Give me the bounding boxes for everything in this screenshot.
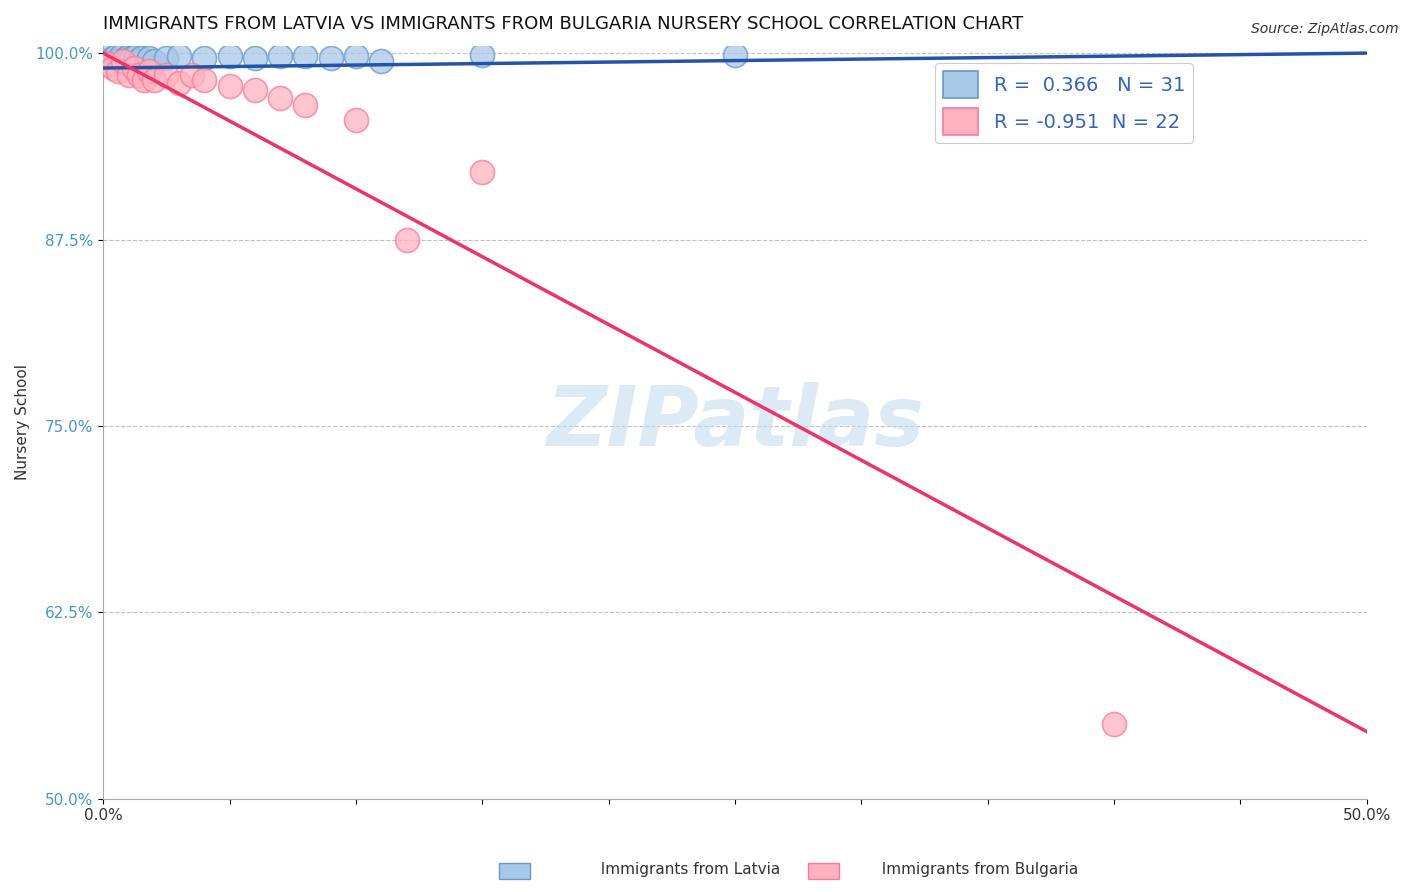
Point [269, 49, 291, 63]
Point [269, 91, 291, 105]
Point [115, 51, 138, 65]
Point [471, 47, 494, 62]
Point [471, 165, 494, 179]
Point [104, 54, 127, 68]
Point [142, 54, 165, 68]
Point [128, 54, 150, 68]
Text: Immigrants from Bulgaria: Immigrants from Bulgaria [872, 863, 1078, 877]
Point [107, 64, 129, 78]
Legend: R =  0.366   N = 31, R = -0.951  N = 22: R = 0.366 N = 31, R = -0.951 N = 22 [935, 63, 1192, 144]
Text: Immigrants from Latvia: Immigrants from Latvia [591, 863, 780, 877]
Point [193, 73, 215, 87]
Point [155, 51, 177, 65]
Point [218, 49, 240, 63]
Point [128, 69, 150, 83]
Point [167, 76, 190, 90]
Point [193, 51, 215, 65]
Text: IMMIGRANTS FROM LATVIA VS IMMIGRANTS FROM BULGARIA NURSERY SCHOOL CORRELATION CH: IMMIGRANTS FROM LATVIA VS IMMIGRANTS FRO… [103, 15, 1024, 33]
Point [107, 54, 129, 68]
Point [138, 51, 160, 65]
Point [103, 51, 125, 65]
Point [112, 54, 135, 68]
Point [132, 73, 155, 87]
Point [167, 49, 190, 63]
Point [294, 49, 316, 63]
Point [117, 54, 139, 68]
Point [180, 69, 202, 83]
Point [243, 51, 266, 65]
Point [294, 98, 316, 112]
Point [142, 73, 165, 87]
Point [138, 64, 160, 78]
Point [120, 51, 142, 65]
Text: Source: ZipAtlas.com: Source: ZipAtlas.com [1251, 22, 1399, 37]
Point [129, 51, 152, 65]
Point [243, 83, 266, 97]
Point [155, 69, 177, 83]
Point [1102, 717, 1125, 731]
Point [125, 49, 148, 63]
Point [103, 61, 125, 75]
Point [122, 56, 145, 70]
Point [94, 54, 117, 68]
Point [117, 69, 139, 83]
Text: ZIPatlas: ZIPatlas [546, 382, 924, 463]
Point [100, 56, 122, 70]
Point [112, 56, 135, 70]
Point [218, 78, 240, 93]
Point [724, 47, 747, 62]
Point [122, 61, 145, 75]
Point [97, 49, 120, 63]
Point [319, 51, 342, 65]
Y-axis label: Nursery School: Nursery School [15, 364, 30, 480]
Point [344, 113, 367, 128]
Point [117, 49, 139, 63]
Point [110, 49, 132, 63]
Point [395, 233, 418, 247]
Point [97, 56, 120, 70]
Point [104, 49, 127, 63]
Point [370, 54, 392, 68]
Point [344, 49, 367, 63]
